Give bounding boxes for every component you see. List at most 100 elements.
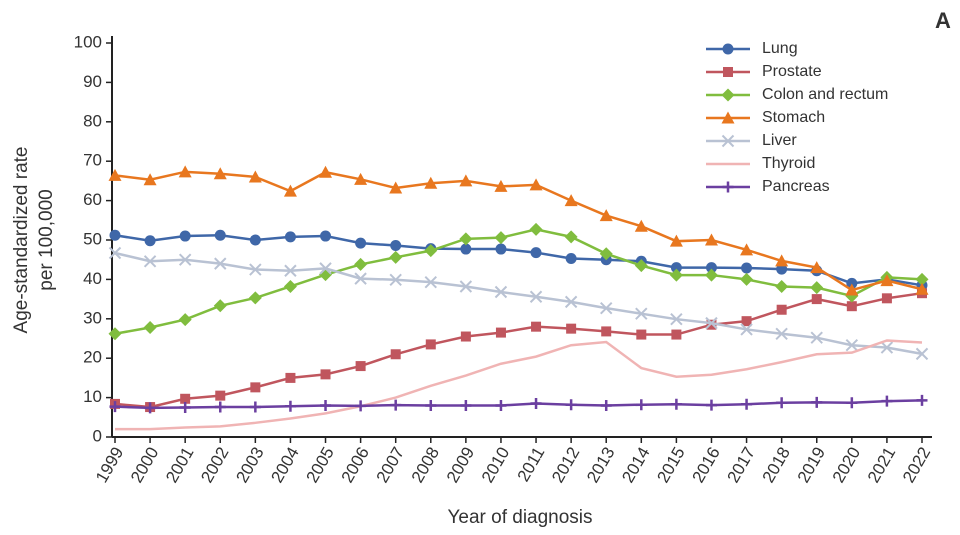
- point: [722, 181, 734, 193]
- legend-label: Prostate: [762, 63, 822, 80]
- point: [776, 263, 788, 275]
- point: [564, 194, 578, 207]
- point: [564, 230, 578, 244]
- point: [495, 399, 507, 411]
- series-line: [114, 251, 923, 356]
- point: [529, 290, 543, 303]
- point: [564, 295, 578, 309]
- point: [180, 393, 191, 404]
- point: [389, 250, 403, 264]
- x-tick-label: 2010: [478, 444, 513, 486]
- point: [424, 176, 438, 189]
- x-tick-label: 2015: [653, 444, 688, 486]
- y-tick-label: 30: [83, 308, 102, 327]
- point: [530, 247, 542, 259]
- point: [915, 282, 929, 295]
- x-tick-label: 2017: [724, 444, 759, 486]
- point: [776, 397, 788, 409]
- legend-label: Colon and rectum: [762, 86, 888, 103]
- point: [722, 43, 734, 55]
- point: [143, 320, 157, 334]
- point: [845, 338, 859, 352]
- point: [634, 259, 648, 273]
- point: [721, 134, 735, 148]
- series-line: [114, 399, 923, 410]
- x-tick-label: 2013: [583, 444, 618, 486]
- point: [846, 277, 858, 289]
- point: [390, 240, 402, 252]
- point: [460, 331, 471, 342]
- point: [811, 396, 823, 408]
- point: [775, 327, 788, 340]
- point: [529, 178, 543, 191]
- point: [635, 307, 648, 320]
- x-tick-label: 2014: [618, 444, 653, 486]
- legend-label: Stomach: [762, 109, 825, 126]
- point: [354, 272, 367, 285]
- series-line: [114, 170, 923, 292]
- point: [108, 168, 122, 181]
- point: [459, 174, 473, 187]
- point: [354, 172, 368, 185]
- x-tick-label: 2021: [864, 444, 899, 486]
- point: [565, 253, 577, 265]
- point: [425, 339, 436, 350]
- x-axis-label: Year of diagnosis: [447, 507, 592, 528]
- x-tick-label: 2000: [127, 444, 162, 486]
- x-tick-label: 2003: [232, 444, 267, 486]
- point: [390, 399, 402, 411]
- x-tick-label: 2009: [443, 444, 478, 486]
- point: [355, 361, 366, 372]
- y-tick-label: 0: [93, 426, 102, 445]
- point: [390, 349, 401, 360]
- point: [284, 400, 296, 412]
- x-tick-label: 2001: [162, 444, 197, 486]
- point: [721, 88, 735, 102]
- x-tick-label: 2005: [303, 444, 338, 486]
- point: [178, 253, 192, 266]
- point: [144, 402, 156, 414]
- point: [425, 399, 437, 411]
- point: [880, 274, 894, 287]
- x-tick-label: 2006: [338, 444, 373, 486]
- point: [916, 394, 928, 406]
- point: [600, 301, 613, 315]
- point: [283, 279, 297, 293]
- point: [704, 268, 718, 282]
- legend-label: Liver: [762, 132, 797, 149]
- point: [705, 262, 717, 274]
- y-tick-label: 80: [83, 111, 102, 130]
- y-tick-label: 50: [83, 229, 102, 248]
- point: [319, 262, 332, 275]
- point: [600, 399, 612, 411]
- legend-label: Pancreas: [762, 178, 830, 195]
- point: [915, 347, 929, 361]
- point: [599, 247, 613, 261]
- point: [144, 235, 156, 247]
- point: [214, 229, 226, 241]
- y-axis-label: Age-standardized rate: [11, 147, 32, 334]
- point: [741, 398, 753, 410]
- point: [284, 231, 296, 243]
- point: [531, 321, 542, 332]
- legend-label: Lung: [762, 40, 798, 57]
- point: [705, 316, 718, 330]
- point: [880, 341, 894, 354]
- point: [143, 173, 157, 186]
- point: [109, 401, 121, 413]
- point: [355, 237, 367, 249]
- point: [634, 219, 648, 232]
- series-line: [114, 234, 923, 287]
- point: [389, 273, 402, 287]
- point: [741, 316, 752, 327]
- point: [846, 397, 858, 409]
- point: [845, 283, 859, 296]
- point: [495, 327, 506, 338]
- point: [214, 401, 226, 413]
- point: [355, 400, 367, 412]
- point: [775, 254, 789, 267]
- point: [179, 230, 191, 242]
- point: [721, 111, 735, 124]
- point: [811, 294, 822, 305]
